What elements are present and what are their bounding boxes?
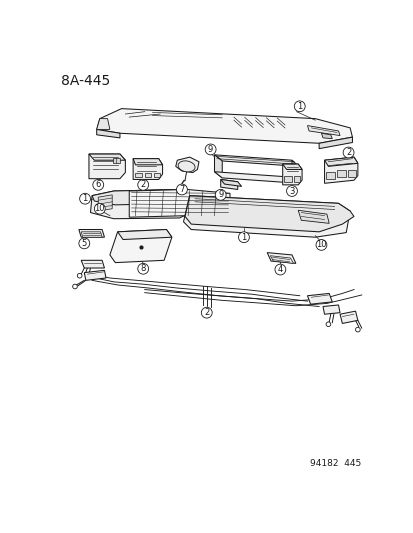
Polygon shape [84,270,106,280]
Polygon shape [282,164,301,169]
Polygon shape [220,180,237,189]
Polygon shape [284,175,291,182]
Polygon shape [297,210,328,223]
Text: 94182  445: 94182 445 [310,459,361,468]
Text: 1: 1 [82,194,88,203]
Polygon shape [97,130,120,138]
Polygon shape [320,133,332,139]
Polygon shape [307,126,339,135]
Text: 8: 8 [140,264,145,273]
Polygon shape [89,154,125,179]
Text: 1: 1 [241,233,246,241]
Text: 5: 5 [81,239,87,248]
Text: 7: 7 [179,185,184,194]
Polygon shape [339,311,357,324]
Polygon shape [325,172,334,179]
Text: 10: 10 [94,204,105,213]
Polygon shape [324,157,357,166]
Polygon shape [266,253,295,263]
Circle shape [355,327,359,332]
Polygon shape [97,109,351,143]
Polygon shape [89,154,125,160]
Circle shape [176,184,187,195]
Polygon shape [183,196,349,237]
Polygon shape [154,173,160,177]
Polygon shape [90,189,187,219]
Polygon shape [81,232,102,237]
Polygon shape [270,256,293,263]
Circle shape [201,308,212,318]
Polygon shape [135,173,141,177]
Polygon shape [293,175,299,182]
Circle shape [79,193,90,204]
Circle shape [79,238,90,249]
Polygon shape [214,155,222,178]
Circle shape [138,263,148,274]
Circle shape [77,273,82,278]
Text: 9: 9 [218,190,223,199]
Circle shape [325,322,330,327]
Circle shape [286,185,297,196]
Polygon shape [176,157,199,173]
Polygon shape [185,196,353,232]
Polygon shape [81,260,104,268]
Circle shape [342,147,353,158]
Polygon shape [98,195,112,211]
Circle shape [73,284,77,289]
Text: 8A-445: 8A-445 [61,74,110,88]
Polygon shape [214,155,297,166]
Polygon shape [307,294,332,304]
Circle shape [138,180,148,190]
Circle shape [94,203,105,214]
Polygon shape [133,159,162,165]
Polygon shape [336,170,345,177]
Text: 2: 2 [345,148,350,157]
Text: 3: 3 [289,187,294,196]
Text: 10: 10 [316,240,326,249]
Polygon shape [109,230,171,263]
Circle shape [294,101,304,112]
Text: 4: 4 [277,265,282,274]
Polygon shape [347,170,355,177]
Polygon shape [282,164,301,185]
Text: 1: 1 [297,102,301,111]
Circle shape [93,180,103,190]
Text: 6: 6 [95,180,101,189]
Circle shape [315,239,326,251]
Ellipse shape [178,161,195,172]
Polygon shape [92,189,191,205]
Polygon shape [79,230,104,237]
Polygon shape [322,305,339,314]
Polygon shape [324,157,357,183]
Circle shape [274,264,285,275]
Text: 9: 9 [207,145,213,154]
Polygon shape [97,119,109,130]
Polygon shape [318,137,351,149]
Circle shape [205,144,216,155]
Polygon shape [214,172,297,183]
Text: 2: 2 [204,308,209,317]
Polygon shape [113,158,120,163]
Circle shape [215,189,225,200]
Polygon shape [220,180,241,187]
Polygon shape [291,160,297,183]
Text: 2: 2 [140,180,145,189]
Polygon shape [129,189,230,217]
Polygon shape [133,159,162,180]
Circle shape [238,232,249,243]
Polygon shape [117,230,171,239]
Polygon shape [145,173,151,177]
